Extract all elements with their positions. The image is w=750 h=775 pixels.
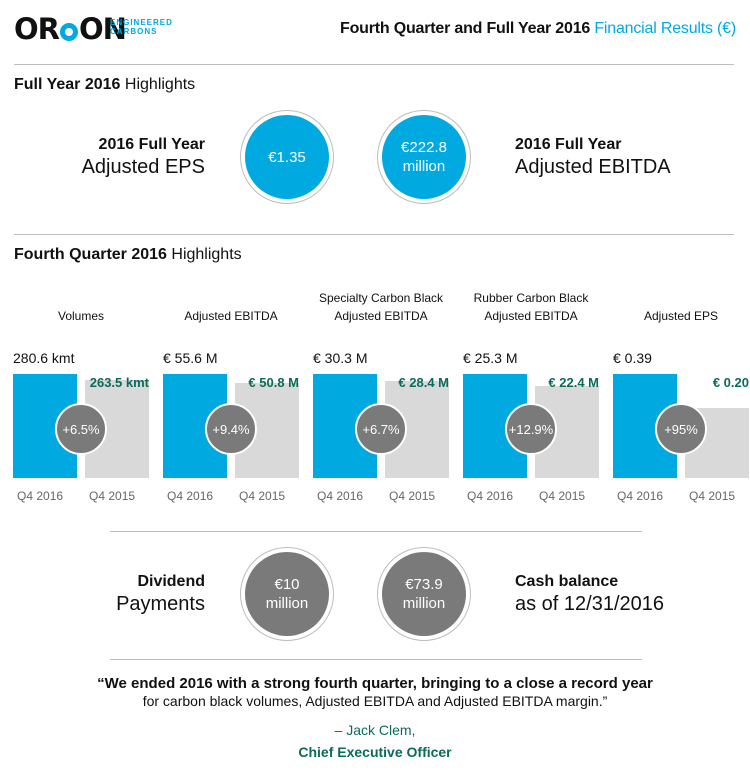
fy-eps-ring: €1.35 bbox=[240, 110, 334, 204]
logo-ring-icon bbox=[59, 23, 78, 41]
logo-word-b: ON bbox=[78, 12, 127, 46]
change-badge: +95% bbox=[655, 403, 707, 455]
value-q4-2015: 263.5 kmt bbox=[89, 375, 149, 390]
cash-circle: €73.9 million bbox=[382, 552, 466, 636]
page-title-accent: Financial Results (€) bbox=[594, 20, 736, 37]
dividend-value: €10 million bbox=[265, 576, 309, 612]
logo-subtitle: ENGINEERED CARBONS bbox=[110, 18, 173, 36]
value-q4-2016: € 55.6 M bbox=[163, 350, 218, 366]
change-badge: +9.4% bbox=[205, 403, 257, 455]
value-q4-2016: € 0.39 bbox=[613, 350, 652, 366]
cash-label-2: as of 12/31/2016 bbox=[515, 593, 665, 615]
metric-label-1: Rubber Carbon Black bbox=[473, 291, 589, 305]
quote-role: Chief Executive Officer bbox=[298, 744, 452, 760]
cash-label-1: Cash balance bbox=[515, 573, 619, 590]
value-q4-2016: € 30.3 M bbox=[313, 350, 368, 366]
cash-label: Cash balance as of 12/31/2016 bbox=[515, 571, 664, 615]
metric-label-2: Adjusted EPS bbox=[643, 309, 719, 323]
x-tick-q4-2016: Q4 2016 bbox=[467, 489, 514, 503]
dividend-label-2: Payments bbox=[116, 593, 205, 615]
fy-eps-label: 2016 Full Year Adjusted EPS bbox=[82, 134, 205, 178]
x-tick-q4-2015: Q4 2015 bbox=[239, 489, 286, 503]
change-badge: +6.5% bbox=[55, 403, 107, 455]
quote-line-2: for carbon black volumes, Adjusted EBITD… bbox=[142, 693, 608, 709]
cash-value: €73.9 million bbox=[402, 576, 446, 612]
fy-ebitda-value: €222.8 million bbox=[401, 139, 447, 175]
x-tick-q4-2016: Q4 2016 bbox=[167, 489, 214, 503]
logo-sub-line-2: CARBONS bbox=[110, 27, 158, 36]
value-q4-2016: € 25.3 M bbox=[463, 350, 518, 366]
divider bbox=[110, 659, 642, 660]
quote-line-1: “We ended 2016 with a strong fourth quar… bbox=[97, 675, 653, 692]
divider bbox=[110, 531, 642, 532]
dividend-label-1: Dividend bbox=[137, 573, 205, 590]
quarter-section-title: Fourth Quarter 2016 Highlights bbox=[14, 246, 242, 264]
value-q4-2015: € 22.4 M bbox=[548, 375, 599, 390]
x-tick-q4-2016: Q4 2016 bbox=[17, 489, 64, 503]
full-year-title-rest: Highlights bbox=[124, 76, 196, 93]
page-title-main: Fourth Quarter and Full Year 2016 bbox=[340, 20, 591, 37]
value-q4-2015: € 50.8 M bbox=[248, 375, 299, 390]
fy-ebitda-ring: €222.8 million bbox=[377, 110, 471, 204]
fy-eps-value: €1.35 bbox=[268, 148, 306, 166]
dividend-label: Dividend Payments bbox=[116, 571, 205, 615]
x-tick-q4-2015: Q4 2015 bbox=[689, 489, 736, 503]
quarter-title-rest: Highlights bbox=[171, 246, 242, 263]
quarter-title-bold: Fourth Quarter 2016 bbox=[14, 246, 167, 263]
full-year-title-bold: Full Year 2016 bbox=[14, 76, 121, 93]
value-q4-2015: € 0.20 bbox=[712, 375, 749, 390]
change-badge: +12.9% bbox=[505, 403, 557, 455]
value-q4-2015: € 28.4 M bbox=[398, 375, 449, 390]
metric-label-2: Volumes bbox=[57, 309, 105, 323]
metric-label-1: Specialty Carbon Black bbox=[318, 291, 444, 305]
fy-eps-label-1: 2016 Full Year bbox=[98, 136, 205, 153]
dividend-circle: €10 million bbox=[245, 552, 329, 636]
x-tick-q4-2015: Q4 2015 bbox=[539, 489, 586, 503]
metric-label-2: Adjusted EBITDA bbox=[334, 309, 428, 323]
logo-sub-line-1: ENGINEERED bbox=[110, 18, 173, 27]
change-badge: +6.7% bbox=[355, 403, 407, 455]
page-title: Fourth Quarter and Full Year 2016 Financ… bbox=[340, 20, 736, 38]
quote-author: – Jack Clem, bbox=[334, 722, 416, 738]
x-tick-q4-2015: Q4 2015 bbox=[389, 489, 436, 503]
orion-logo: OR ON bbox=[14, 12, 127, 46]
dividend-ring: €10 million bbox=[240, 547, 334, 641]
metric-label-2: Adjusted EBITDA bbox=[184, 309, 278, 323]
metric-label-2: Adjusted EBITDA bbox=[484, 309, 578, 323]
fy-ebitda-label: 2016 Full Year Adjusted EBITDA bbox=[515, 134, 671, 178]
x-tick-q4-2016: Q4 2016 bbox=[617, 489, 664, 503]
fy-eps-label-2: Adjusted EPS bbox=[81, 156, 205, 178]
full-year-section-title: Full Year 2016 Highlights bbox=[14, 76, 195, 94]
value-q4-2016: 280.6 kmt bbox=[13, 350, 75, 366]
x-tick-q4-2016: Q4 2016 bbox=[317, 489, 364, 503]
fy-eps-circle: €1.35 bbox=[245, 115, 329, 199]
divider bbox=[14, 234, 734, 235]
fy-ebitda-label-1: 2016 Full Year bbox=[515, 136, 622, 153]
divider bbox=[14, 64, 734, 65]
fy-ebitda-circle: €222.8 million bbox=[382, 115, 466, 199]
cash-ring: €73.9 million bbox=[377, 547, 471, 641]
logo-word-a: OR bbox=[14, 12, 60, 46]
x-tick-q4-2015: Q4 2015 bbox=[89, 489, 136, 503]
fy-ebitda-label-2: Adjusted EBITDA bbox=[515, 156, 671, 178]
